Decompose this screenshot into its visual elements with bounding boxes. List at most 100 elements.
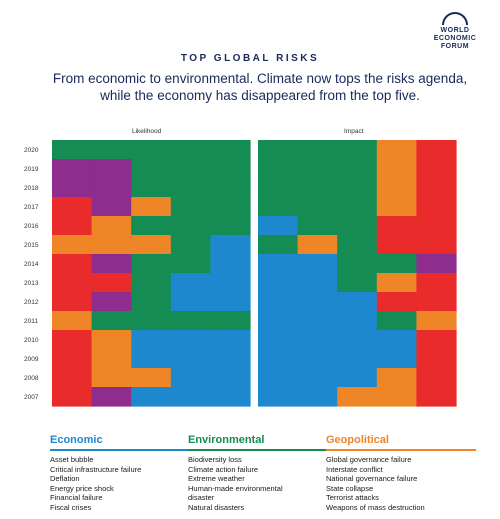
heatmap-cell <box>297 197 338 217</box>
heatmap-cell <box>170 273 211 293</box>
heatmap-cell <box>131 292 172 312</box>
heatmap-cell <box>376 235 417 255</box>
risk-heatmap: 2020 2019 2018 2017 2016 2015 2014 2013 2012 2011… <box>24 140 457 407</box>
heatmap-cell <box>376 311 417 331</box>
heatmap-cell <box>416 216 457 236</box>
heatmap-cell <box>52 273 93 293</box>
heatmap-cell <box>297 235 338 255</box>
wef-logo: WORLD ECONOMIC FORUM <box>420 12 490 51</box>
heatmap-cell <box>376 349 417 369</box>
heatmap-cell <box>52 311 93 331</box>
heatmap-cell <box>297 273 338 293</box>
legend-list-economic: Asset bubble Critical infrastructure fail… <box>50 455 200 513</box>
heatmap-cell <box>91 159 132 179</box>
heatmap-cell <box>416 387 457 407</box>
heatmap-cell <box>170 330 211 350</box>
heatmap-cell <box>131 178 172 198</box>
heatmap-cell <box>170 140 211 160</box>
heatmap-cell <box>52 254 93 274</box>
heatmap-cell <box>416 178 457 198</box>
legend-item: Deflation <box>50 474 80 484</box>
year-label: 2015 <box>24 242 39 249</box>
heatmap-cell <box>416 330 457 350</box>
heatmap-cell <box>297 140 338 160</box>
heatmap-cell <box>258 292 299 312</box>
heatmap-cell <box>131 273 172 293</box>
heatmap-cell <box>210 159 251 179</box>
year-label: 2013 <box>24 280 39 287</box>
heatmap-cell <box>91 349 132 369</box>
heatmap-cell <box>170 254 211 274</box>
legend-item: disaster <box>188 493 215 503</box>
heatmap-cell <box>376 254 417 274</box>
heatmap-cell <box>337 216 378 236</box>
heatmap-cell <box>258 197 299 217</box>
legend-list-geopolitical: Global governance failure Interstate conf… <box>326 455 476 513</box>
heatmap-cell <box>170 292 211 312</box>
heatmap-cell <box>337 368 378 388</box>
heatmap-cell <box>258 387 299 407</box>
legend-item: State collapse <box>326 483 374 493</box>
heatmap-cell <box>210 311 251 331</box>
year-label: 2012 <box>24 299 39 306</box>
heatmap-cell <box>337 330 378 350</box>
heatmap-cell <box>416 311 457 331</box>
heatmap-cell <box>170 216 211 236</box>
heatmap-cell <box>91 178 132 198</box>
heatmap-cell <box>91 254 132 274</box>
heatmap-cell <box>131 197 172 217</box>
legend-item: Critical infrastructure failure <box>50 464 142 474</box>
heatmap-cell <box>131 254 172 274</box>
heatmap-cell <box>337 235 378 255</box>
year-label: 2009 <box>24 356 39 363</box>
year-label: 2018 <box>24 185 39 192</box>
heatmap-cell <box>210 273 251 293</box>
heatmap-cell <box>210 197 251 217</box>
year-label: 2011 <box>24 318 38 325</box>
legend-item: Energy price shock <box>50 483 114 493</box>
heatmap-cell <box>91 292 132 312</box>
heatmap-cell <box>52 292 93 312</box>
heatmap-cell <box>297 330 338 350</box>
year-label: 2007 <box>24 394 39 401</box>
legend-item: Human-made environmental <box>188 483 283 493</box>
year-label: 2017 <box>24 204 39 211</box>
heatmap-cell <box>91 216 132 236</box>
year-label: 2016 <box>24 223 39 230</box>
heatmap-cell <box>258 235 299 255</box>
heatmap-cell <box>337 311 378 331</box>
heatmap-cell <box>210 140 251 160</box>
legend-item: Climate action failure <box>188 464 259 474</box>
heatmap-cell <box>131 311 172 331</box>
heatmap-cell <box>297 311 338 331</box>
heatmap-cell <box>131 349 172 369</box>
heatmap-cell <box>91 311 132 331</box>
heatmap-cell <box>416 197 457 217</box>
heatmap-cell <box>297 292 338 312</box>
heatmap-cell <box>170 197 211 217</box>
heatmap-cell <box>52 178 93 198</box>
heatmap-cell <box>170 387 211 407</box>
heatmap-cell <box>337 292 378 312</box>
heatmap-cell <box>210 178 251 198</box>
heatmap-cell <box>416 254 457 274</box>
heatmap-cell <box>337 387 378 407</box>
heatmap-cell <box>297 387 338 407</box>
heatmap-cell <box>258 254 299 274</box>
heatmap-cell <box>297 216 338 236</box>
heatmap-cell <box>131 216 172 236</box>
heatmap-cell <box>210 216 251 236</box>
heatmap-cell <box>52 235 93 255</box>
legend-item: Weapons of mass destruction <box>326 502 425 512</box>
heatmap-cell <box>210 235 251 255</box>
heatmap-cell <box>52 197 93 217</box>
heatmap-cell <box>376 292 417 312</box>
heatmap-cell <box>297 368 338 388</box>
heatmap-cell <box>337 254 378 274</box>
heatmap-cell <box>337 197 378 217</box>
page-kicker: TOP GLOBAL RISKS <box>180 53 320 64</box>
heatmap-cell <box>210 292 251 312</box>
legend-title-geopolitical: Geopolitical <box>326 434 476 451</box>
heatmap-cell <box>210 349 251 369</box>
heatmap-cell <box>258 273 299 293</box>
